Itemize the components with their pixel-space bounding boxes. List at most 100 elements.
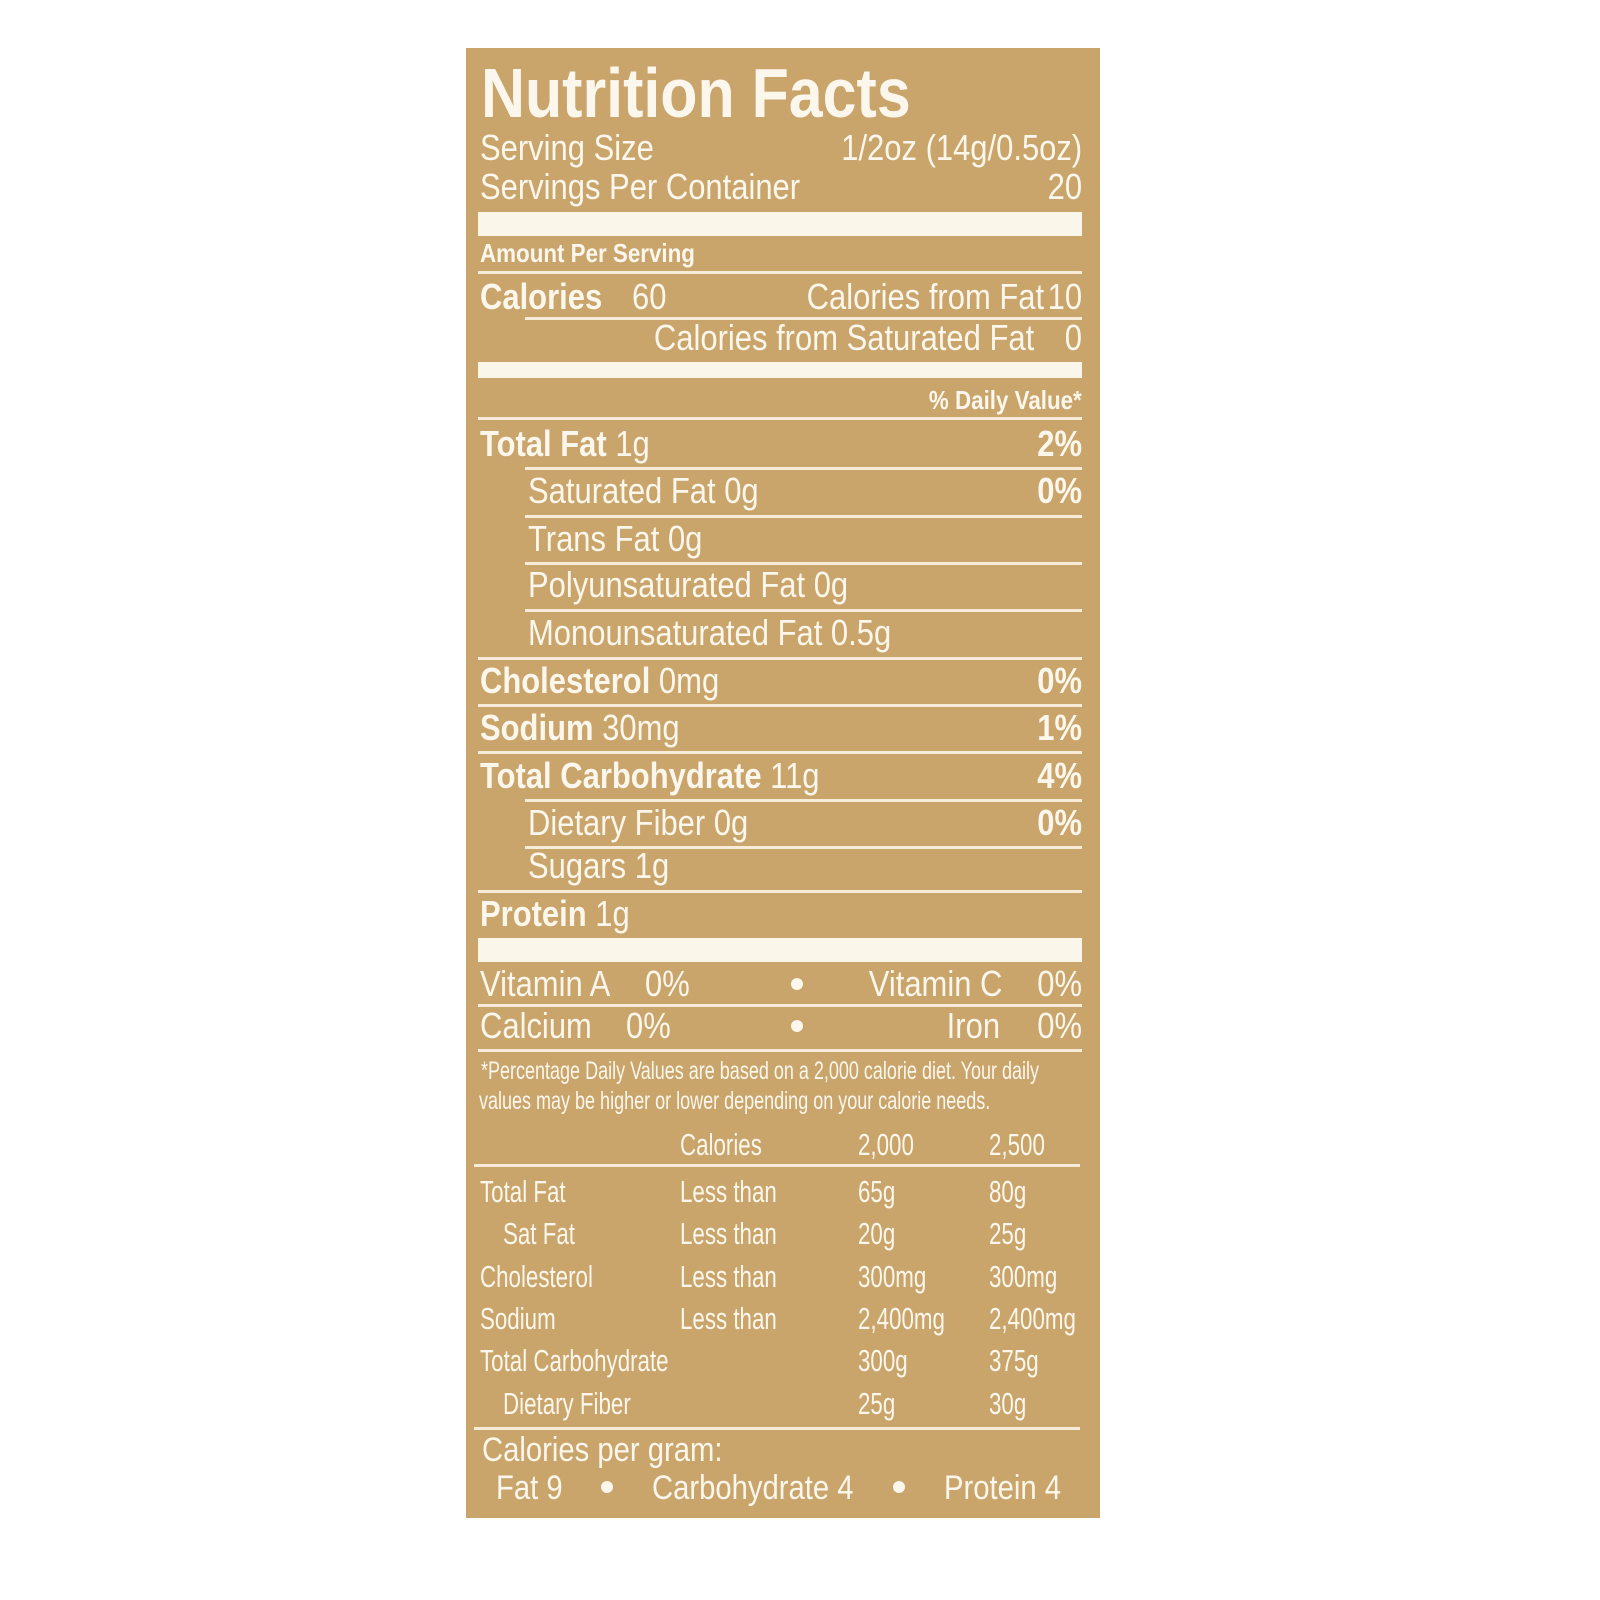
nutrient-amount: 1g [615, 423, 650, 464]
servings-per-container-label: Servings Per Container [480, 166, 801, 207]
nutrient-daily-value: 0% [1037, 660, 1082, 701]
calories-per-gram-label: Calories per gram: [482, 1431, 723, 1469]
serving-size-value: 1/2oz (14g/0.5oz) [841, 127, 1082, 168]
dv-table-cell: 80g [989, 1174, 1027, 1209]
nutrient-name: Cholesterol [480, 660, 651, 701]
nutrient-row-label: Cholesterol 0mg [480, 663, 719, 699]
nutrient-row-label: Saturated Fat 0g [528, 473, 759, 509]
bullet-icon [791, 1020, 803, 1032]
nutrient-name: Monounsaturated Fat [528, 612, 823, 653]
nutrient-daily-value: 0% [1037, 470, 1082, 511]
nutrient-daily-value: 0% [1037, 802, 1082, 843]
divider [478, 704, 1082, 707]
divider [478, 271, 1082, 274]
nutrient-daily-value: 4% [1037, 755, 1082, 796]
nutrient-amount: 30mg [602, 707, 680, 748]
divider [474, 1164, 1080, 1167]
nutrient-amount: 0g [713, 802, 749, 843]
nutrient-name: Saturated Fat [528, 470, 716, 511]
serving-size-label: Serving Size [480, 127, 654, 168]
nutrient-amount: 1g [634, 845, 670, 886]
dv-table-header-calories: Calories [680, 1127, 762, 1162]
nutrient-row-label: Protein 1g [480, 896, 630, 932]
iron-value: 0% [1037, 1005, 1082, 1046]
amount-per-serving: Amount Per Serving [480, 238, 695, 268]
nutrient-row-label: Total Carbohydrate 11g [480, 758, 820, 794]
dv-table-cell: 65g [858, 1174, 896, 1209]
dv-table-cell: Total Fat [480, 1174, 566, 1209]
dv-table-cell: Sodium [480, 1301, 556, 1336]
thick-divider [478, 938, 1082, 962]
divider [525, 515, 1082, 518]
thick-divider [478, 212, 1082, 236]
dv-table-cell: 300mg [989, 1259, 1058, 1294]
dv-table-cell: Less than [680, 1216, 777, 1251]
servings-per-container-value: 20 [1047, 166, 1082, 207]
nutrient-amount: 0.5g [830, 612, 892, 653]
divider [525, 846, 1082, 849]
calories-value: 60 [632, 276, 667, 317]
divider [525, 317, 1082, 320]
nutrient-daily-value: 1% [1037, 707, 1082, 748]
dv-table-cell: Dietary Fiber [503, 1386, 631, 1421]
nutrient-name: Sodium [480, 707, 594, 748]
dv-table-cell: Less than [680, 1259, 777, 1294]
bullet-icon [791, 978, 803, 990]
divider [525, 609, 1082, 612]
nutrient-row-label: Total Fat 1g [480, 426, 650, 462]
nutrient-row-label: Sugars 1g [528, 848, 669, 884]
calcium-label: Calcium [480, 1005, 592, 1046]
bullet-icon [893, 1481, 905, 1493]
thick-divider [478, 362, 1082, 378]
nutrient-name: Total Fat [480, 423, 607, 464]
divider [478, 1004, 1082, 1007]
nutrition-facts-panel [466, 48, 1100, 1518]
title: Nutrition Facts [481, 54, 911, 132]
footnote-line-1: *Percentage Daily Values are based on a … [481, 1057, 1040, 1085]
iron-label: Iron [946, 1005, 1000, 1046]
calories-label: Calories [480, 276, 603, 317]
bullet-icon [601, 1481, 613, 1493]
vitamin-c-label: Vitamin C [868, 963, 1002, 1004]
dv-table-cell: 25g [989, 1216, 1027, 1251]
calories-from-fat-label: Calories from Fat [806, 276, 1044, 317]
dv-table-cell: Less than [680, 1301, 777, 1336]
dv-table-cell: 30g [989, 1386, 1027, 1421]
nutrient-daily-value: 2% [1037, 423, 1082, 464]
dv-table-header-2500: 2,500 [989, 1127, 1045, 1162]
dv-table-cell: Total Carbohydrate [480, 1343, 669, 1378]
nutrient-name: Sugars [528, 845, 627, 886]
calories-from-sat-fat-value: 0 [1064, 317, 1082, 358]
vitamin-a-value: 0% [645, 963, 690, 1004]
divider [478, 657, 1082, 660]
nutrient-row-label: Trans Fat 0g [528, 521, 702, 557]
divider [478, 890, 1082, 893]
dv-table-cell: 300g [858, 1343, 908, 1378]
dv-table-cell: 300mg [858, 1259, 927, 1294]
dv-table-header-2000: 2,000 [858, 1127, 914, 1162]
dv-table-cell: 375g [989, 1343, 1039, 1378]
nutrient-amount: 0g [667, 518, 703, 559]
nutrient-amount: 0g [724, 470, 759, 511]
nutrient-row-label: Polyunsaturated Fat 0g [528, 567, 848, 603]
nutrient-name: Protein [480, 893, 587, 934]
nutrient-amount: 0mg [658, 660, 720, 701]
nutrient-name: Trans Fat [528, 518, 660, 559]
calories-from-sat-fat-label: Calories from Saturated Fat [653, 317, 1034, 358]
footnote-line-2: values may be higher or lower depending … [479, 1087, 991, 1115]
divider [525, 562, 1082, 565]
dv-table-cell: 20g [858, 1216, 896, 1251]
dv-table-cell: 2,400mg [989, 1301, 1076, 1336]
nutrient-amount: 1g [595, 893, 630, 934]
vitamin-a-label: Vitamin A [480, 963, 611, 1004]
daily-value-header: % Daily Value* [929, 385, 1082, 415]
cal-per-gram-fat: Fat 9 [496, 1469, 563, 1507]
dv-table-cell: 25g [858, 1386, 896, 1421]
divider [478, 417, 1082, 420]
nutrient-row-label: Sodium 30mg [480, 710, 680, 746]
nutrient-name: Dietary Fiber [528, 802, 706, 843]
nutrient-amount: 11g [770, 755, 820, 796]
vitamin-c-value: 0% [1037, 963, 1082, 1004]
divider [478, 751, 1082, 754]
calories-from-fat-value: 10 [1047, 276, 1082, 317]
